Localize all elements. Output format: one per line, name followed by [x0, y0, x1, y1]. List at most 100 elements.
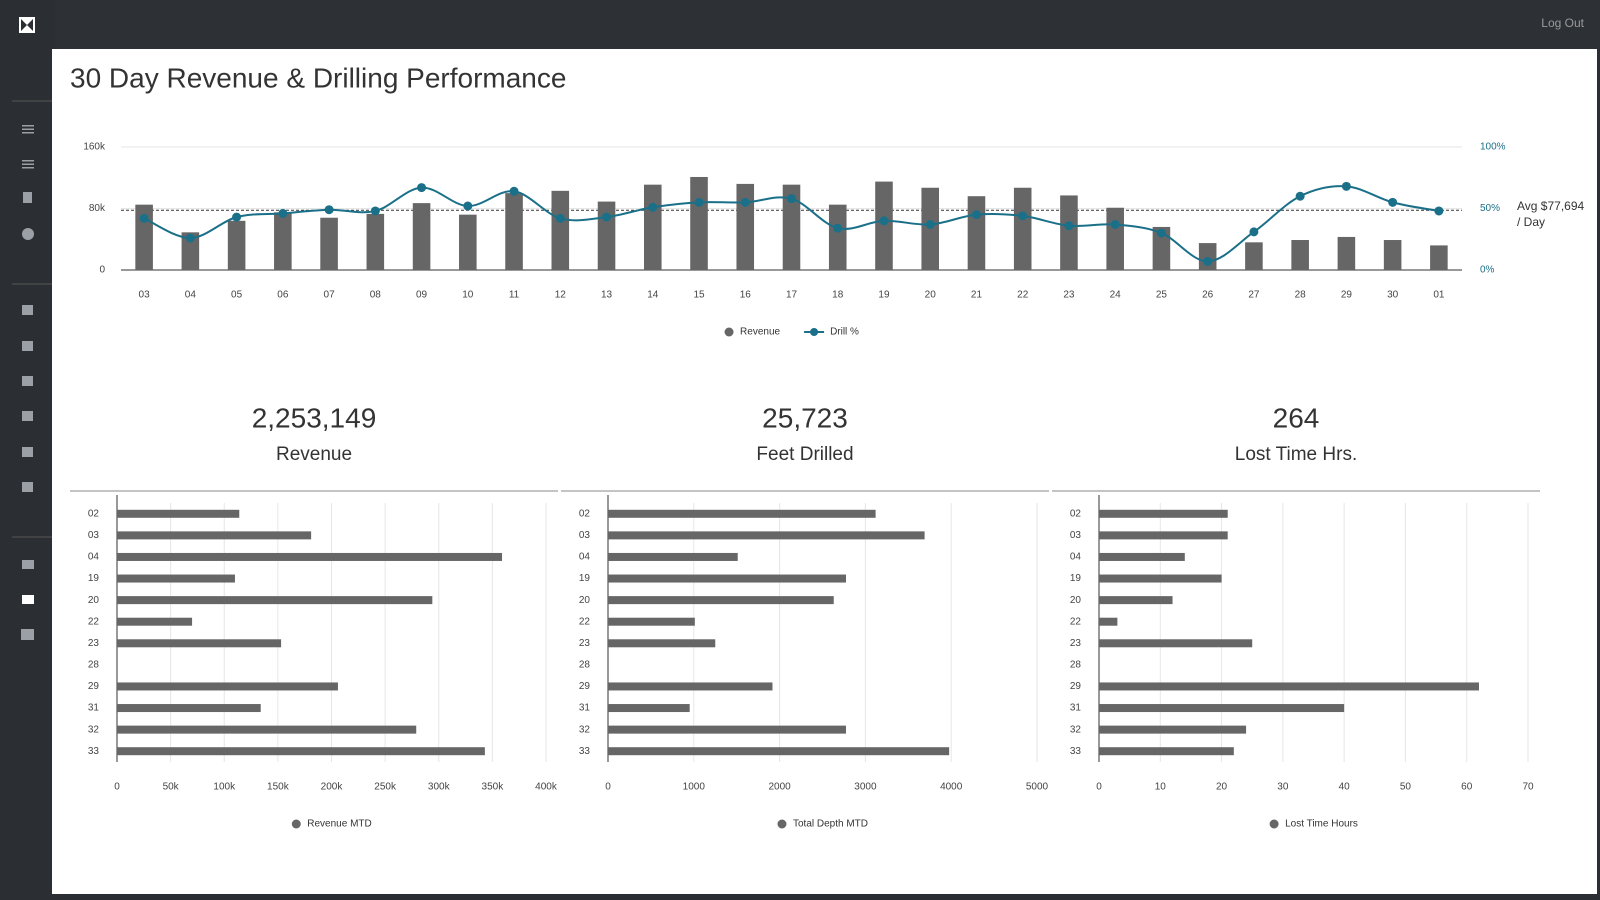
x-tick-label: 200k	[321, 782, 344, 793]
point	[1018, 211, 1028, 221]
point	[1156, 228, 1166, 238]
bar	[117, 747, 485, 756]
legend-marker	[1269, 819, 1279, 829]
nav-grid[interactable]	[22, 341, 33, 351]
point	[833, 223, 843, 233]
kpi-label: Revenue	[276, 444, 352, 465]
bar	[608, 552, 738, 561]
point	[1341, 181, 1351, 191]
nav-grid[interactable]	[22, 305, 33, 315]
x-tick-label: 20	[925, 290, 937, 301]
nav-grid[interactable]	[22, 376, 33, 386]
nav-chart[interactable]	[22, 560, 34, 569]
x-tick-label: 09	[416, 290, 428, 301]
kpis: 2,253,149 Revenue 25,723 Feet Drilled 26…	[70, 402, 1540, 492]
y-tick-label: 29	[88, 681, 100, 692]
bar	[1060, 195, 1078, 270]
nav-list[interactable]	[22, 125, 34, 134]
nav-grid[interactable]	[22, 447, 33, 457]
nav-grid[interactable]	[22, 482, 33, 492]
point	[740, 197, 750, 207]
bar	[736, 183, 755, 270]
point	[694, 197, 704, 207]
bar	[1099, 704, 1345, 713]
x-tick-label: 08	[370, 290, 382, 301]
bar	[505, 193, 523, 270]
nav-list[interactable]	[22, 160, 34, 169]
y-tick-label: 04	[1070, 552, 1082, 563]
point	[232, 212, 242, 222]
point	[417, 183, 427, 193]
y-tick-label: 31	[1070, 703, 1082, 714]
nav-grid[interactable]	[22, 411, 33, 421]
y-tick-label: 03	[579, 530, 591, 541]
y-tick-label: 160k	[83, 142, 106, 153]
bar	[1106, 207, 1124, 270]
point	[509, 186, 519, 196]
kpi-value: 264	[1273, 402, 1320, 433]
x-tick-label: 4000	[940, 782, 963, 793]
kpi-value: 2,253,149	[252, 402, 377, 433]
point	[324, 205, 334, 215]
bar	[608, 531, 925, 540]
y-tick-label: 29	[579, 681, 591, 692]
legend-marker	[724, 327, 734, 337]
x-tick-label: 06	[277, 290, 289, 301]
point	[1388, 197, 1398, 207]
bar	[117, 509, 240, 518]
legend-label: Lost Time Hours	[1285, 819, 1358, 830]
kpi-value: 25,723	[762, 402, 848, 433]
bar	[608, 509, 876, 518]
x-tick-label: 70	[1522, 782, 1534, 793]
bar	[117, 704, 261, 713]
bar	[117, 682, 338, 691]
bar	[117, 552, 503, 561]
x-tick-label: 30	[1387, 290, 1399, 301]
nav-doc[interactable]	[23, 192, 32, 203]
nav-compass[interactable]	[22, 228, 34, 240]
bar	[608, 704, 690, 713]
point	[1295, 191, 1305, 201]
x-tick-label: 100k	[213, 782, 236, 793]
logout-link[interactable]: Log Out	[1541, 16, 1584, 30]
logo[interactable]	[19, 17, 35, 33]
y-tick-label: 20	[1070, 595, 1082, 606]
point	[1064, 221, 1074, 231]
point	[1434, 206, 1444, 216]
bar	[1099, 682, 1479, 691]
point	[648, 202, 658, 212]
logo-mark	[19, 17, 35, 33]
point	[278, 208, 288, 218]
x-tick-label: 0	[1096, 782, 1102, 793]
nav-image[interactable]	[21, 629, 34, 640]
x-tick-label: 13	[601, 290, 613, 301]
x-tick-label: 400k	[535, 782, 558, 793]
page-title: 30 Day Revenue & Drilling Performance	[70, 62, 566, 93]
nav-chart-active[interactable]	[22, 595, 34, 604]
y2-tick-label: 50%	[1480, 203, 1500, 214]
bar	[608, 682, 773, 691]
y-tick-label: 28	[1070, 660, 1082, 671]
point	[971, 210, 981, 220]
top-bar	[55, 0, 1600, 49]
x-tick-label: 50k	[163, 782, 180, 793]
bar	[459, 214, 477, 270]
y-tick-label: 32	[579, 724, 591, 735]
x-tick-label: 27	[1248, 290, 1260, 301]
bar	[274, 212, 292, 270]
x-tick-label: 1000	[683, 782, 706, 793]
bar	[1099, 596, 1173, 605]
x-tick-label: 11	[509, 290, 520, 301]
kpi-label: Lost Time Hrs.	[1235, 444, 1357, 465]
bar	[608, 617, 695, 626]
x-tick-label: 25	[1156, 290, 1168, 301]
x-tick-label: 30	[1277, 782, 1289, 793]
bar	[320, 217, 338, 270]
x-tick-label: 04	[185, 290, 197, 301]
bar	[608, 747, 950, 756]
y-tick-label: 22	[1070, 616, 1082, 627]
y-tick-label: 03	[1070, 530, 1082, 541]
x-tick-label: 20	[1216, 782, 1228, 793]
bar	[1245, 242, 1263, 270]
